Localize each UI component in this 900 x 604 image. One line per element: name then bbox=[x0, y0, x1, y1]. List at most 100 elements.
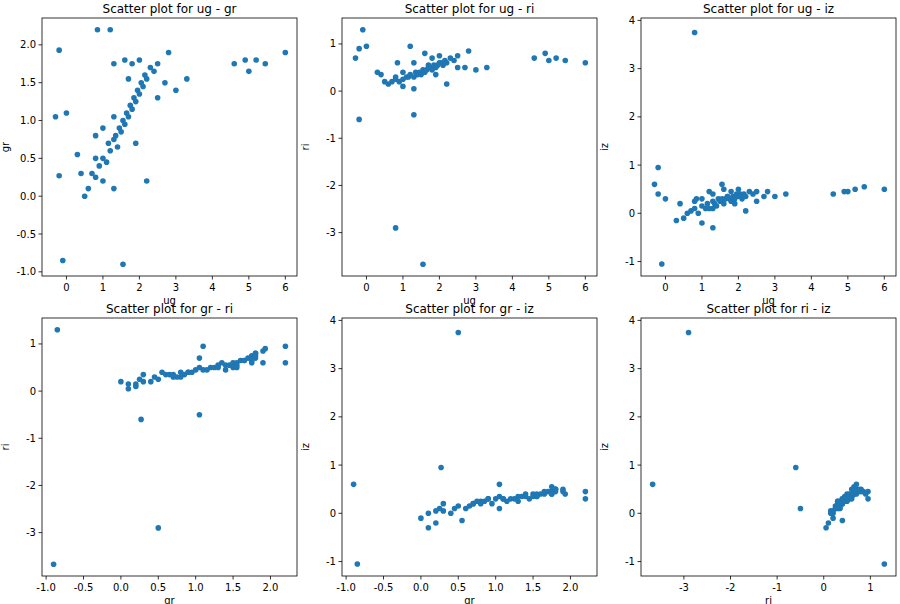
point bbox=[422, 51, 428, 57]
point bbox=[262, 346, 268, 352]
y-tick-label: -1 bbox=[326, 133, 336, 144]
point bbox=[197, 355, 203, 361]
point bbox=[200, 343, 206, 349]
y-tick bbox=[39, 438, 43, 439]
point bbox=[429, 55, 435, 61]
point bbox=[56, 47, 62, 53]
point bbox=[93, 133, 99, 139]
point bbox=[197, 412, 203, 418]
point bbox=[484, 65, 490, 71]
y-tick bbox=[638, 116, 642, 117]
x-tick-label: -2 bbox=[726, 582, 736, 593]
x-tick-label: 0 bbox=[363, 282, 369, 293]
x-tick bbox=[570, 576, 571, 580]
point bbox=[100, 178, 106, 184]
point bbox=[122, 122, 128, 128]
point bbox=[395, 60, 401, 66]
point bbox=[677, 201, 683, 207]
point bbox=[663, 196, 669, 202]
point bbox=[215, 365, 221, 371]
point bbox=[830, 515, 836, 521]
x-tick-label: 3 bbox=[173, 282, 179, 293]
y-tick bbox=[39, 532, 43, 533]
x-axis-label: gr bbox=[464, 595, 475, 604]
point bbox=[705, 201, 711, 207]
y-tick bbox=[339, 138, 343, 139]
point bbox=[253, 57, 259, 63]
point bbox=[155, 95, 161, 101]
x-tick-label: 1.5 bbox=[225, 582, 241, 593]
point bbox=[173, 87, 179, 93]
point bbox=[64, 110, 70, 116]
point bbox=[849, 486, 855, 492]
subplot: -3-2-101-101234Scatter plot for ri - izr… bbox=[599, 302, 896, 604]
x-tick bbox=[46, 576, 47, 580]
point bbox=[411, 112, 417, 118]
point bbox=[823, 525, 829, 531]
x-tick bbox=[585, 276, 586, 280]
x-tick-label: 5 bbox=[845, 282, 851, 293]
points bbox=[353, 27, 588, 267]
chart-title: Scatter plot for ri - iz bbox=[706, 302, 830, 316]
point bbox=[721, 186, 727, 192]
point bbox=[426, 511, 432, 517]
y-tick-label: 1 bbox=[629, 460, 635, 471]
y-axis-label: gr bbox=[0, 141, 11, 152]
x-tick bbox=[83, 576, 84, 580]
points bbox=[53, 27, 288, 267]
point bbox=[364, 43, 370, 49]
x-tick-label: 0 bbox=[63, 282, 69, 293]
point bbox=[470, 501, 476, 507]
x-tick bbox=[738, 276, 739, 280]
y-tick bbox=[39, 234, 43, 235]
point bbox=[847, 494, 853, 500]
x-tick bbox=[102, 276, 103, 280]
y-tick bbox=[39, 158, 43, 159]
point bbox=[754, 198, 760, 204]
x-tick-label: 0.0 bbox=[113, 582, 129, 593]
point bbox=[562, 58, 568, 64]
point bbox=[106, 140, 112, 146]
point bbox=[262, 61, 268, 67]
point bbox=[497, 506, 503, 512]
x-tick-label: 5 bbox=[246, 282, 252, 293]
x-tick-label: 1.0 bbox=[188, 582, 204, 593]
point bbox=[719, 182, 725, 188]
point bbox=[692, 30, 698, 36]
point bbox=[466, 48, 472, 54]
point bbox=[743, 194, 749, 200]
x-tick-label: 2 bbox=[136, 282, 142, 293]
point bbox=[53, 114, 59, 120]
x-tick-label: 1 bbox=[699, 282, 705, 293]
y-tick-label: 1 bbox=[30, 338, 36, 349]
point bbox=[420, 261, 426, 267]
point bbox=[462, 65, 468, 71]
x-tick bbox=[120, 576, 121, 580]
y-tick bbox=[339, 465, 343, 466]
point bbox=[837, 501, 843, 507]
point bbox=[845, 189, 851, 195]
point bbox=[144, 76, 150, 82]
point bbox=[497, 482, 503, 488]
point bbox=[411, 60, 417, 66]
point bbox=[882, 186, 888, 192]
y-tick-label: 2 bbox=[629, 411, 635, 422]
y-tick bbox=[638, 465, 642, 466]
point bbox=[452, 506, 458, 512]
point bbox=[882, 561, 888, 567]
point bbox=[185, 369, 191, 375]
x-tick bbox=[402, 276, 403, 280]
y-tick bbox=[638, 20, 642, 21]
y-tick bbox=[339, 513, 343, 514]
point bbox=[793, 465, 799, 471]
point bbox=[761, 194, 767, 200]
point bbox=[129, 61, 135, 67]
y-axis-label: ri bbox=[0, 444, 11, 451]
point bbox=[743, 208, 749, 214]
point bbox=[783, 191, 789, 197]
y-tick bbox=[339, 320, 343, 321]
point bbox=[56, 173, 62, 179]
point bbox=[356, 117, 362, 123]
point bbox=[438, 465, 444, 471]
point bbox=[234, 362, 240, 368]
